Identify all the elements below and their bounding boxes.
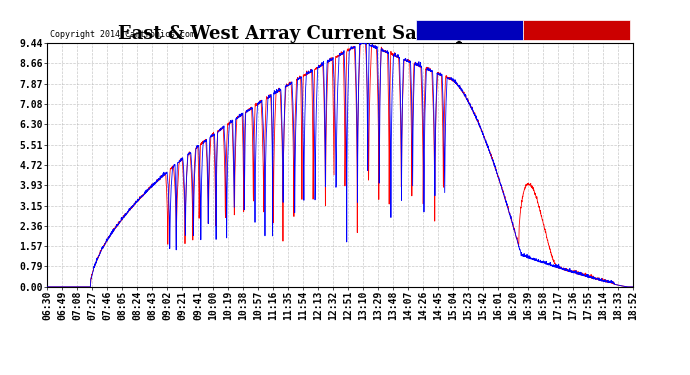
Title: East & West Array Current Sat Sep 13 19:04: East & West Array Current Sat Sep 13 19:… <box>118 25 562 43</box>
Text: East Array  (DC Amps): East Array (DC Amps) <box>418 26 521 34</box>
Text: Copyright 2014 Cartronics.com: Copyright 2014 Cartronics.com <box>50 30 195 39</box>
Text: West Array  (DC Amps): West Array (DC Amps) <box>525 26 628 34</box>
